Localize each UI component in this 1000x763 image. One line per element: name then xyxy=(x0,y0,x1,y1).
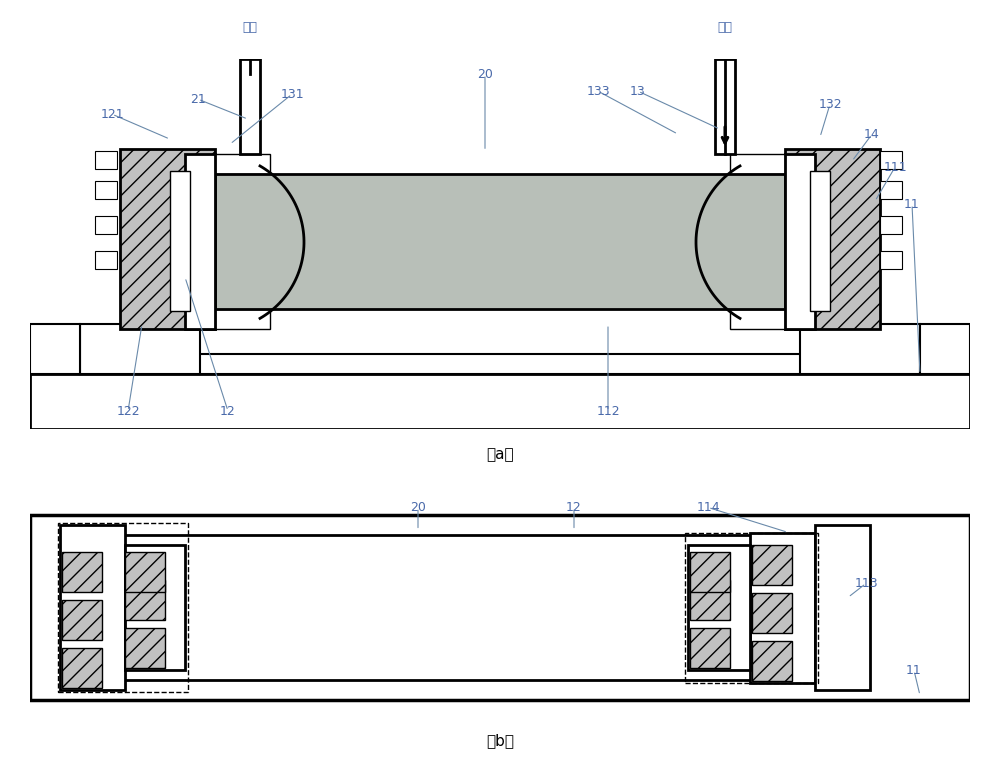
Bar xyxy=(30,374,970,429)
Text: 13: 13 xyxy=(630,85,646,98)
Text: 112: 112 xyxy=(596,404,620,417)
Bar xyxy=(920,324,970,374)
Bar xyxy=(30,324,80,374)
Bar xyxy=(690,629,730,668)
Bar xyxy=(60,526,125,691)
Text: 14: 14 xyxy=(864,127,880,140)
Bar xyxy=(125,546,185,671)
Bar xyxy=(880,216,902,234)
Text: 132: 132 xyxy=(818,98,842,111)
Text: 114: 114 xyxy=(696,501,720,514)
Bar xyxy=(58,523,188,692)
Bar xyxy=(125,581,165,620)
Bar xyxy=(215,309,270,329)
Bar xyxy=(95,251,117,269)
Text: 133: 133 xyxy=(586,85,610,98)
Text: （b）: （b） xyxy=(486,733,514,748)
Bar xyxy=(688,546,750,671)
Text: 111: 111 xyxy=(883,161,907,174)
Bar xyxy=(800,324,920,374)
Text: 20: 20 xyxy=(477,68,493,81)
Bar xyxy=(752,642,792,681)
Bar xyxy=(215,154,270,174)
Bar xyxy=(750,533,815,684)
Bar xyxy=(785,154,815,329)
Bar xyxy=(125,629,165,668)
Bar xyxy=(215,174,785,309)
Bar xyxy=(880,181,902,199)
Bar xyxy=(880,151,902,169)
Text: 122: 122 xyxy=(116,404,140,417)
Bar xyxy=(120,536,780,681)
Bar xyxy=(730,309,785,329)
Bar xyxy=(95,181,117,199)
Bar xyxy=(815,526,870,691)
Text: 20: 20 xyxy=(410,501,426,514)
Bar xyxy=(240,60,260,154)
Text: 21: 21 xyxy=(190,92,206,105)
Bar xyxy=(95,216,117,234)
Bar xyxy=(810,171,830,311)
Text: 12: 12 xyxy=(220,404,236,417)
Text: 121: 121 xyxy=(100,108,124,121)
Text: 113: 113 xyxy=(854,577,878,590)
Bar xyxy=(785,149,880,329)
Bar xyxy=(170,171,190,311)
Bar xyxy=(62,600,102,640)
Bar xyxy=(185,154,215,329)
Bar xyxy=(120,149,215,329)
Bar xyxy=(95,151,117,169)
Bar xyxy=(752,546,792,585)
Bar xyxy=(730,154,785,174)
Bar xyxy=(880,251,902,269)
Text: 12: 12 xyxy=(566,501,582,514)
Bar xyxy=(690,552,730,592)
Text: 11: 11 xyxy=(904,198,920,211)
Bar xyxy=(80,354,920,374)
Bar xyxy=(30,515,970,700)
Text: 11: 11 xyxy=(906,664,922,677)
Bar xyxy=(690,581,730,620)
Bar xyxy=(62,649,102,688)
Text: 出气: 出气 xyxy=(242,21,258,34)
Bar xyxy=(715,60,735,154)
Bar xyxy=(62,552,102,592)
Text: 进气: 进气 xyxy=(718,21,732,34)
Bar xyxy=(125,552,165,592)
Text: （a）: （a） xyxy=(486,446,514,462)
Bar xyxy=(80,324,200,374)
Bar xyxy=(685,533,818,684)
Bar xyxy=(752,594,792,633)
Text: 131: 131 xyxy=(280,88,304,101)
